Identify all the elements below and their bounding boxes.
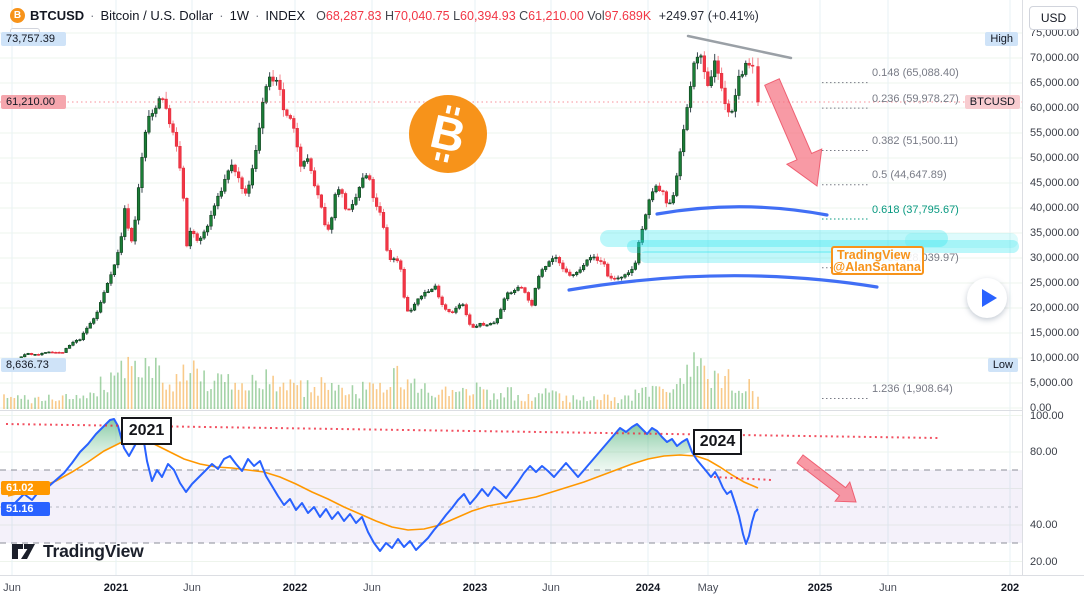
- symbol-name[interactable]: BTCUSD: [30, 8, 85, 23]
- price-axis-tick: 5,000.00: [1030, 377, 1073, 389]
- price-axis[interactable]: 75,000.00 70,000.00 65,000.00 60,000.00 55,0…: [1022, 0, 1084, 575]
- time-axis-tick: 202: [1000, 582, 1020, 594]
- price-axis-tick: 20.00: [1030, 555, 1058, 568]
- symbol-label-chip: BTCUSD: [964, 95, 1020, 109]
- gridlines: [0, 0, 1022, 575]
- separator: ·: [90, 8, 95, 23]
- time-axis-tick: Jun: [879, 582, 897, 594]
- time-axis[interactable]: Jun 2021 Jun 2022 Jun 2023 Jun 2024 May 2025 Jun 20…: [0, 575, 1084, 607]
- price-axis-tick: 20,000.00: [1030, 302, 1079, 314]
- tradingview-logo[interactable]: TradingView: [12, 541, 144, 562]
- price-axis-tick: 100.00: [1030, 409, 1064, 422]
- high-price-badge: 73,757.39: [1, 32, 66, 46]
- chart-canvas[interactable]: [0, 0, 1022, 575]
- time-axis-tick: Jun: [542, 582, 560, 594]
- price-axis-tick: 80.00: [1030, 446, 1058, 458]
- play-icon: [982, 289, 997, 307]
- price-axis-tick: 25,000.00: [1030, 277, 1079, 289]
- price-axis-tick: 10,000.00: [1030, 352, 1079, 364]
- price-axis-tick: 15,000.00: [1030, 327, 1079, 339]
- price-axis-tick: 40.00: [1030, 519, 1058, 531]
- low-label: L: [453, 8, 461, 23]
- fib-level-label: 0.236 (59,978.27): [872, 92, 959, 105]
- price-axis-tick: 45,000.00: [1030, 177, 1079, 189]
- low-price-badge: 8,636.73: [1, 358, 66, 372]
- price-axis-tick: 50,000.00: [1030, 152, 1079, 164]
- tradingview-mark-icon: [12, 544, 35, 559]
- time-axis-tick: Jun: [183, 582, 201, 594]
- separator: ·: [255, 8, 260, 23]
- time-axis-tick: 2024: [635, 582, 661, 594]
- rsi-indicator: [5, 418, 939, 552]
- time-axis-tick: Jun: [3, 582, 21, 594]
- price-axis-tick: 70,000.00: [1030, 52, 1079, 64]
- close-value: 61,210.00: [528, 8, 584, 23]
- timeframe[interactable]: 1W: [229, 8, 250, 23]
- volume-label: Vol: [587, 8, 605, 23]
- price-axis-tick: 65,000.00: [1030, 77, 1079, 89]
- time-axis-tick: 2025: [807, 582, 833, 594]
- separator: ·: [219, 8, 224, 23]
- author-watermark: TradingView @AlanSantana: [831, 246, 924, 275]
- high-value: 70,040.75: [394, 8, 450, 23]
- bitcoin-icon: B: [10, 8, 25, 23]
- low-value: 60,394.93: [460, 8, 516, 23]
- volume-bars: [3, 352, 759, 409]
- open-label: O: [316, 8, 326, 23]
- play-button[interactable]: [967, 278, 1007, 318]
- fib-level-label: 0.5 (44,647.89): [872, 169, 947, 182]
- time-axis-tick: May: [697, 582, 719, 594]
- bitcoin-logo: B: [409, 95, 487, 173]
- watermark-author: @AlanSantana: [833, 260, 921, 274]
- time-axis-tick: 2021: [103, 582, 129, 594]
- price-axis-tick: 75,000.00: [1030, 27, 1079, 39]
- currency-button[interactable]: USD: [1029, 6, 1078, 30]
- fib-level-label: 0.148 (65,088.40): [872, 67, 959, 80]
- price-axis-tick: 55,000.00: [1030, 127, 1079, 139]
- watermark-brand: TradingView: [837, 248, 911, 262]
- time-axis-tick: 2022: [282, 582, 308, 594]
- fib-level-label: 0.382 (51,500.11): [872, 135, 959, 147]
- last-price-badge: 61,210.00: [1, 95, 66, 109]
- pane-separator[interactable]: [0, 410, 1022, 411]
- blue-arc-annotations: [567, 205, 879, 292]
- fib-level-label: 0.618 (37,795.67): [872, 203, 959, 216]
- low-label-chip: Low: [987, 358, 1018, 372]
- candlestick-series: [2, 51, 760, 363]
- gray-trendline: [686, 34, 793, 60]
- callout-2024: 2024: [693, 429, 742, 455]
- fib-level-label: 1.236 (1,908.64): [872, 383, 953, 395]
- price-axis-tick: 35,000.00: [1030, 227, 1079, 239]
- change-value: +249.97 (+0.41%): [658, 8, 759, 23]
- callout-2021: 2021: [121, 417, 172, 445]
- market: INDEX: [265, 8, 306, 23]
- volume-value: 97.689K: [604, 8, 652, 23]
- close-label: C: [519, 8, 529, 23]
- open-value: 68,287.83: [325, 8, 382, 23]
- rsi-value-badge: 51.16: [1, 502, 50, 516]
- price-axis-tick: 0.00: [1030, 402, 1052, 414]
- tradingview-logo-text: TradingView: [43, 541, 144, 561]
- high-label: H: [384, 8, 394, 23]
- down-arrow-annotation: [764, 78, 823, 187]
- price-axis-tick: 40,000.00: [1030, 202, 1079, 214]
- high-label-chip: High: [985, 32, 1018, 46]
- rsi-ma-badge: 61.02: [1, 481, 50, 495]
- time-axis-tick: Jun: [363, 582, 381, 594]
- ohlc-values: O68,287.83 H70,040.75 L60,394.93 C61,210…: [316, 9, 759, 23]
- symbol-description: Bitcoin / U.S. Dollar: [100, 8, 214, 23]
- price-axis-tick: 30,000.00: [1030, 252, 1079, 264]
- rsi-band: [0, 469, 1022, 544]
- cyan-highlighter: [600, 230, 1019, 263]
- price-axis-tick: 60,000.00: [1030, 102, 1079, 114]
- symbol-header[interactable]: B BTCUSD · Bitcoin / U.S. Dollar · 1W · …: [10, 8, 759, 23]
- time-axis-tick: 2023: [462, 582, 488, 594]
